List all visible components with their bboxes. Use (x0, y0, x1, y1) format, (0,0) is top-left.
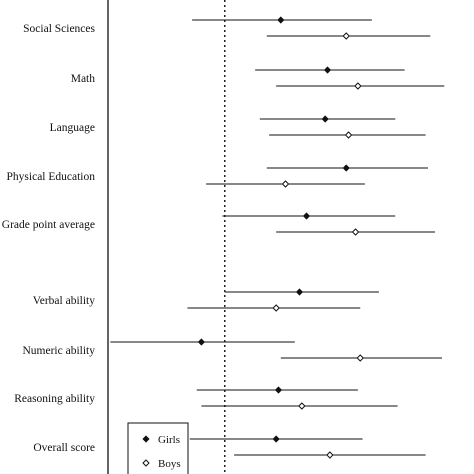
girls-point-marker (277, 16, 285, 24)
boys-point-marker (342, 32, 350, 40)
legend: Girls Boys (127, 422, 189, 474)
category-label: Reasoning ability (14, 393, 95, 405)
category-labels: Social Sciences Math Language Physical Educ… (2, 23, 96, 454)
boys-point-marker (272, 304, 280, 312)
boys-point-marker (281, 180, 290, 188)
girls-point-marker (295, 288, 304, 296)
boys-point-marker (344, 131, 353, 139)
category-label: Verbal ability (33, 295, 96, 307)
category-label: Social Sciences (23, 23, 95, 35)
category-label: Overall score (33, 442, 95, 454)
category-label: Language (50, 122, 95, 134)
girls-point-marker (302, 212, 311, 220)
legend-marker (142, 459, 150, 467)
boys-point-marker (356, 354, 364, 362)
girls-point-marker (321, 115, 329, 123)
legend-box (127, 422, 189, 474)
category-label: Math (71, 73, 96, 85)
category-label: Physical Education (7, 171, 96, 183)
boys-point-marker (351, 228, 360, 236)
boys-point-marker (354, 82, 362, 90)
legend-label: Boys (158, 458, 181, 470)
girls-point-marker (323, 66, 332, 74)
boys-point-marker (326, 451, 334, 459)
girls-point-marker (342, 164, 350, 172)
legend-label: Girls (158, 434, 180, 446)
girls-point-marker (197, 338, 205, 346)
interval-layer (110, 16, 445, 459)
legend-marker (142, 435, 150, 443)
category-label: Numeric ability (23, 345, 96, 357)
girls-point-marker (272, 435, 280, 443)
boys-point-marker (298, 402, 306, 410)
girls-point-marker (274, 386, 283, 394)
category-label: Grade point average (2, 219, 95, 231)
